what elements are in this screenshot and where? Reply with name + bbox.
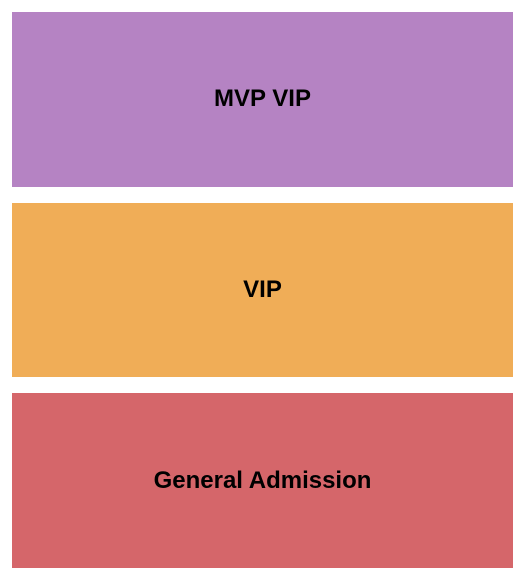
section-label: General Admission <box>154 467 372 495</box>
seating-chart: MVP VIP VIP General Admission <box>0 0 525 580</box>
section-general-admission[interactable]: General Admission <box>12 393 513 568</box>
section-vip[interactable]: VIP <box>12 203 513 378</box>
section-label: VIP <box>243 276 282 304</box>
section-label: MVP VIP <box>214 85 311 113</box>
section-mvp-vip[interactable]: MVP VIP <box>12 12 513 187</box>
